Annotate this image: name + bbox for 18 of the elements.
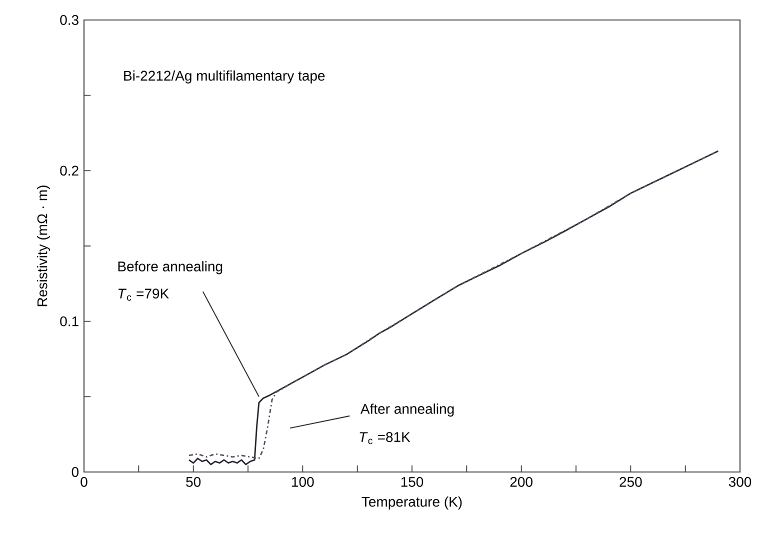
annotation: Before annealing [118, 261, 222, 274]
annotation: T$_{c}$ =79K [118, 288, 169, 301]
x-tick-label: 100 [292, 476, 314, 487]
annotation: After annealing [360, 404, 454, 417]
x-tick-label: 50 [186, 476, 201, 487]
x-axis-title: Temperature (K) [362, 496, 462, 510]
x-tick-label: 300 [728, 476, 752, 487]
x-tick-label: 200 [510, 476, 532, 487]
annotation: T$_{c}$ =81K [360, 432, 410, 444]
y-tick-label: 0 [72, 467, 79, 477]
x-tick-label: 150 [401, 476, 424, 487]
y-tick-label: 0.1 [60, 316, 78, 326]
y-axis-title: Resistivity (mΩ · m) [36, 186, 50, 306]
x-tick-label: 0 [80, 476, 88, 487]
y-tick-label: 0.3 [60, 15, 78, 25]
x-tick-label: 250 [620, 476, 642, 487]
y-tick-label: 0.2 [60, 166, 78, 176]
annotation: Bi-2212/Ag multifilamentary tape [124, 70, 325, 84]
